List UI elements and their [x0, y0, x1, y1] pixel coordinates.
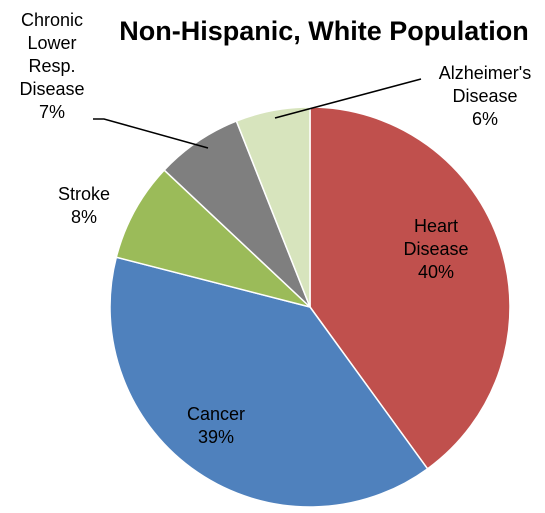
leader-line-3 — [93, 118, 209, 149]
data-label-0: Heart Disease 40% — [403, 216, 468, 282]
slice-alzheimer-s-disease — [235, 106, 311, 308]
slice-heart-disease — [309, 106, 511, 470]
slice-stroke — [115, 169, 311, 308]
leader-line-4 — [274, 78, 422, 119]
data-label-1: Cancer 39% — [187, 404, 245, 447]
data-label-2: Stroke 8% — [58, 184, 110, 227]
data-label-4: Alzheimer's Disease 6% — [439, 63, 531, 129]
data-label-3: Chronic Lower Resp. Disease 7% — [19, 10, 84, 122]
slice-cancer — [109, 256, 429, 508]
leader-lines — [93, 78, 422, 149]
pie-slices — [109, 106, 511, 508]
slice-labels: Heart Disease 40% Cancer 39% Stroke 8% Chronic L… — [19, 10, 531, 447]
chart-title: Non-Hispanic, White Population — [119, 16, 528, 46]
